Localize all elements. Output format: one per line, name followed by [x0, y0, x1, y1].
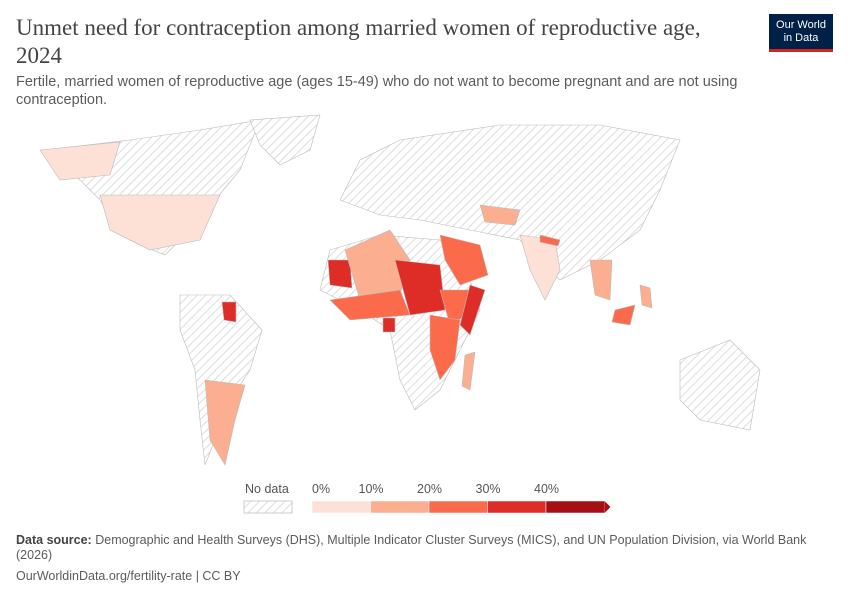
country-philippines[interactable] — [639, 284, 653, 309]
country-central-asia[interactable] — [479, 204, 521, 226]
chart-subtitle: Fertile, married women of reproductive a… — [16, 74, 738, 108]
legend-tick: 40% — [534, 482, 560, 496]
country-argentina[interactable] — [204, 379, 246, 466]
country-east-africa[interactable] — [429, 314, 461, 381]
footer-source: Data source: Demographic and Health Surv… — [16, 533, 836, 563]
legend-no-data-label: No data — [245, 482, 289, 496]
country-nepal[interactable] — [539, 234, 561, 247]
legend-tick: 0% — [312, 482, 331, 496]
country-indonesia[interactable] — [611, 304, 636, 326]
country-arabia[interactable] — [439, 234, 489, 286]
owid-logo[interactable]: Our World in Data — [769, 14, 833, 52]
eurasia[interactable] — [339, 124, 681, 281]
legend-arrow — [604, 501, 611, 513]
greenland[interactable] — [249, 114, 321, 166]
legend-no-data-swatch — [243, 500, 293, 514]
country-gabon[interactable] — [382, 317, 396, 333]
legend-bin-0 — [311, 500, 371, 514]
legend-bin-2 — [428, 500, 488, 514]
source-text: Demographic and Health Surveys (DHS), Mu… — [16, 533, 807, 562]
legend: No data 0% 10% 20% 30% 40% — [0, 480, 850, 520]
country-mauritania[interactable] — [327, 259, 353, 289]
country-madagascar[interactable] — [461, 351, 476, 391]
chart-title: Unmet need for contraception among marri… — [16, 15, 701, 68]
country-southeast-asia[interactable] — [589, 259, 613, 301]
world-map[interactable] — [0, 110, 850, 480]
country-alaska[interactable] — [39, 141, 121, 181]
source-label: Data source: — [16, 533, 92, 547]
footer-url[interactable]: OurWorldinData.org/fertility-rate | CC B… — [16, 569, 241, 583]
legend-bin-3 — [487, 500, 547, 514]
country-guyana[interactable] — [221, 301, 237, 323]
australia[interactable] — [679, 339, 761, 431]
legend-tick: 20% — [417, 482, 443, 496]
legend-bin-4 — [545, 500, 605, 514]
legend-tick: 10% — [358, 482, 384, 496]
country-chad-sudan[interactable] — [394, 259, 446, 316]
country-usa[interactable] — [99, 194, 221, 251]
country-somalia[interactable] — [459, 284, 486, 336]
legend-tick: 30% — [475, 482, 501, 496]
legend-bin-1 — [370, 500, 430, 514]
